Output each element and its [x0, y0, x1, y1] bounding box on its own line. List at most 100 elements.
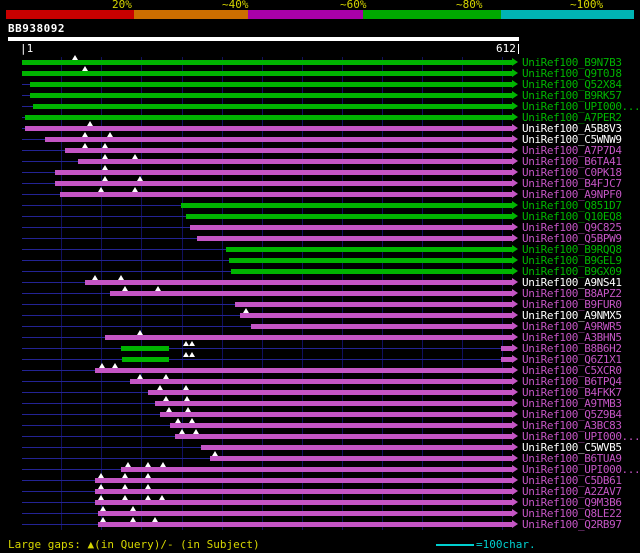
arrow-head-icon: [512, 223, 519, 231]
alignment-bar[interactable]: [85, 280, 512, 285]
alignment-bar[interactable]: [98, 511, 513, 516]
alignment-bar[interactable]: [180, 203, 512, 208]
alignment-bar[interactable]: [500, 346, 512, 351]
hit-label[interactable]: UniRef100_Q52X84: [522, 78, 622, 91]
hit-label[interactable]: UniRef100_B9GX09: [522, 265, 622, 278]
alignment-bar[interactable]: [54, 181, 512, 186]
hit-label[interactable]: UniRef100_A2ZAV7: [522, 485, 622, 498]
hit-label[interactable]: UniRef100_Q2RB97: [522, 518, 622, 531]
hit-label[interactable]: UniRef100_B4FKK7: [522, 386, 622, 399]
hit-label[interactable]: UniRef100_C5XCR0: [522, 364, 622, 377]
hit-label[interactable]: UniRef100_A9NPF0: [522, 188, 622, 201]
scale-segment: [248, 10, 363, 19]
alignment-bar[interactable]: [159, 412, 512, 417]
alignment-bar[interactable]: [22, 60, 513, 65]
alignment-bar[interactable]: [45, 137, 512, 142]
query-gap-marker-icon: [182, 352, 189, 357]
hit-label[interactable]: UniRef100_Q9C825: [522, 221, 622, 234]
alignment-bar[interactable]: [30, 82, 513, 87]
hit-label[interactable]: UniRef100_C5DB61: [522, 474, 622, 487]
leader-line: [22, 150, 66, 151]
alignment-bar[interactable]: [105, 335, 513, 340]
hit-label[interactable]: UniRef100_A9RWR5: [522, 320, 622, 333]
alignment-bar[interactable]: [228, 258, 512, 263]
hit-label[interactable]: UniRef100_B9GEL9: [522, 254, 622, 267]
alignment-bar[interactable]: [120, 346, 169, 351]
hit-label[interactable]: UniRef100_A9NMX5: [522, 309, 622, 322]
arrow-head-icon: [512, 102, 519, 110]
hit-label[interactable]: UniRef100_A7PER2: [522, 111, 622, 124]
hit-label[interactable]: UniRef100_Q5Z9B4: [522, 408, 622, 421]
hit-label[interactable]: UniRef100_Q6Z1X1: [522, 353, 622, 366]
alignment-bar[interactable]: [147, 390, 512, 395]
alignment-bar[interactable]: [500, 357, 512, 362]
hit-label[interactable]: UniRef100_C5WVB5: [522, 441, 622, 454]
alignment-bar[interactable]: [65, 148, 512, 153]
alignment-bar[interactable]: [94, 478, 512, 483]
hit-label[interactable]: UniRef100_C5WNW9: [522, 133, 622, 146]
hit-label[interactable]: UniRef100_B4FJC7: [522, 177, 622, 190]
alignment-bar[interactable]: [155, 401, 512, 406]
hit-row: UniRef100_Q9M3B6: [0, 495, 640, 509]
hit-label[interactable]: UniRef100_B9RQQ8: [522, 243, 622, 256]
hit-label[interactable]: UniRef100_B9N7B3: [522, 56, 622, 69]
alignment-bar[interactable]: [240, 313, 513, 318]
hit-label[interactable]: UniRef100_Q9M3B6: [522, 496, 622, 509]
alignment-bar[interactable]: [190, 225, 512, 230]
alignment-bar[interactable]: [25, 126, 513, 131]
alignment-bar[interactable]: [200, 445, 513, 450]
alignment-bar[interactable]: [33, 104, 512, 109]
hit-label[interactable]: UniRef100_B8APZ2: [522, 287, 622, 300]
alignment-bar[interactable]: [225, 247, 513, 252]
arrow-head-icon: [512, 168, 519, 176]
hit-label[interactable]: UniRef100_Q5BPW9: [522, 232, 622, 245]
alignment-bar[interactable]: [250, 324, 512, 329]
alignment-bar[interactable]: [130, 379, 513, 384]
alignment-bar[interactable]: [185, 214, 512, 219]
hit-label[interactable]: UniRef100_B6TA41: [522, 155, 622, 168]
hit-label[interactable]: UniRef100_A9TMB3: [522, 397, 622, 410]
alignment-bar[interactable]: [54, 170, 512, 175]
hit-row: UniRef100_C0PK18: [0, 165, 640, 179]
hit-label[interactable]: UniRef100_Q10EQ8: [522, 210, 622, 223]
hit-label[interactable]: UniRef100_A3BC83: [522, 419, 622, 432]
alignment-bar[interactable]: [235, 302, 513, 307]
hit-label[interactable]: UniRef100_B6TUA9: [522, 452, 622, 465]
alignment-bar[interactable]: [60, 192, 512, 197]
hit-label[interactable]: UniRef100_B9FUR0: [522, 298, 622, 311]
hit-label[interactable]: UniRef100_UPI000...: [522, 100, 640, 113]
alignment-bar[interactable]: [98, 522, 513, 527]
hit-label[interactable]: UniRef100_UPI000...: [522, 463, 640, 476]
alignment-bar[interactable]: [230, 269, 513, 274]
hit-label[interactable]: UniRef100_B9RK57: [522, 89, 622, 102]
alignment-bar[interactable]: [94, 500, 512, 505]
alignment-bar[interactable]: [30, 93, 513, 98]
alignment-bar[interactable]: [22, 71, 513, 76]
hit-label[interactable]: UniRef100_A7P7D4: [522, 144, 622, 157]
scale-label: ~60%: [340, 0, 367, 11]
alignment-bar[interactable]: [196, 236, 512, 241]
alignment-bar[interactable]: [78, 159, 512, 164]
alignment-bar[interactable]: [25, 115, 513, 120]
hit-label[interactable]: UniRef100_Q851D7: [522, 199, 622, 212]
alignment-bar[interactable]: [175, 434, 512, 439]
hit-label[interactable]: UniRef100_B6TPQ4: [522, 375, 622, 388]
alignment-bar[interactable]: [110, 291, 513, 296]
arrow-head-icon: [512, 465, 519, 473]
alignment-bar[interactable]: [94, 368, 512, 373]
alignment-bar[interactable]: [120, 467, 513, 472]
hit-row: UniRef100_B6TUA9: [0, 451, 640, 465]
alignment-bar[interactable]: [210, 456, 513, 461]
hit-label[interactable]: UniRef100_Q8LE22: [522, 507, 622, 520]
query-gap-marker-icon: [242, 308, 249, 313]
hit-label[interactable]: UniRef100_B8B6H2: [522, 342, 622, 355]
alignment-bar[interactable]: [122, 357, 169, 362]
hit-label[interactable]: UniRef100_UPI000...: [522, 430, 640, 443]
alignment-bar[interactable]: [94, 489, 512, 494]
hit-label[interactable]: UniRef100_Q9T0J8: [522, 67, 622, 80]
hit-label[interactable]: UniRef100_A9NS41: [522, 276, 622, 289]
hit-label[interactable]: UniRef100_A5B8V3: [522, 122, 622, 135]
hit-label[interactable]: UniRef100_A3BHN5: [522, 331, 622, 344]
alignment-bar[interactable]: [170, 423, 512, 428]
hit-label[interactable]: UniRef100_C0PK18: [522, 166, 622, 179]
